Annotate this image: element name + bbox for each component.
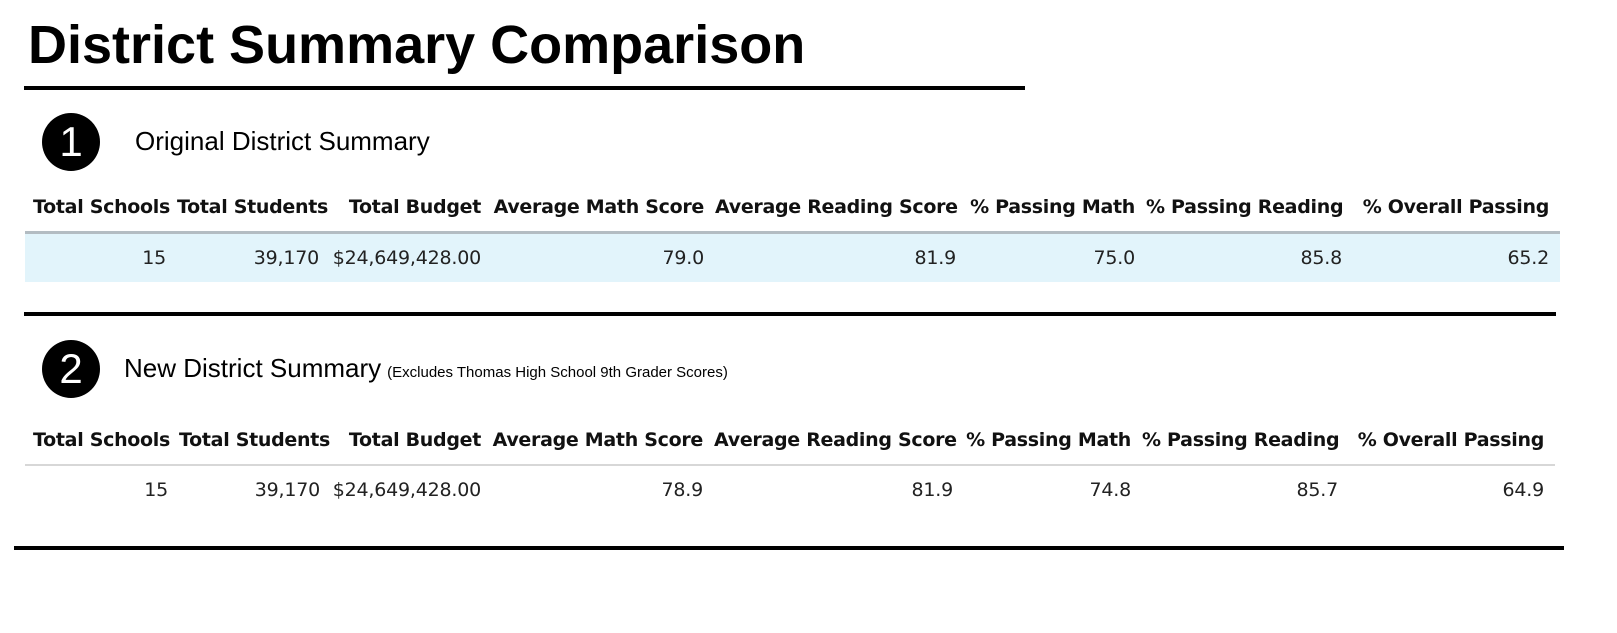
cell-passing-math: 74.8 bbox=[1089, 479, 1131, 501]
cell-average-math-score: 79.0 bbox=[662, 247, 704, 269]
cell-average-reading-score: 81.9 bbox=[911, 479, 953, 501]
column-header-average-math-score: Average Math Score bbox=[493, 196, 705, 218]
column-header-passing-reading: % Passing Reading bbox=[1146, 196, 1344, 218]
column-header-average-reading-score: Average Reading Score bbox=[714, 429, 957, 451]
section-1-title: Original District Summary bbox=[135, 126, 430, 156]
column-header-average-reading-score: Average Reading Score bbox=[715, 196, 958, 218]
column-header-total-students: Total Students bbox=[177, 196, 329, 218]
cell-passing-math: 75.0 bbox=[1093, 247, 1135, 269]
column-header-total-budget: Total Budget bbox=[348, 196, 481, 218]
section-2-title: New District Summary (Excludes Thomas Hig… bbox=[124, 353, 728, 388]
cell-passing-reading: 85.8 bbox=[1300, 247, 1342, 269]
column-header-total-students: Total Students bbox=[179, 429, 331, 451]
cell-passing-reading: 85.7 bbox=[1296, 479, 1338, 501]
column-header-total-schools: Total Schools bbox=[33, 196, 171, 218]
section-2-number-badge: 2 bbox=[42, 340, 100, 398]
cell-total-students: 39,170 bbox=[253, 247, 319, 269]
section-2-title-text: New District Summary bbox=[124, 353, 382, 383]
column-header-overall-passing: % Overall Passing bbox=[1362, 196, 1550, 218]
cell-average-reading-score: 81.9 bbox=[914, 247, 956, 269]
column-header-total-schools: Total Schools bbox=[33, 429, 171, 451]
cell-average-math-score: 78.9 bbox=[661, 479, 703, 501]
column-header-average-math-score: Average Math Score bbox=[492, 429, 704, 451]
section-2-note: (Excludes Thomas High School 9th Grader … bbox=[387, 364, 728, 381]
section-1-number-badge: 1 bbox=[42, 113, 100, 171]
table-row: 15 39,170 $24,649,428.00 79.0 81.9 75.0 … bbox=[25, 232, 1560, 282]
table-row: 15 39,170 $24,649,428.00 78.9 81.9 74.8 … bbox=[25, 465, 1555, 514]
cell-overall-passing: 65.2 bbox=[1507, 247, 1549, 269]
table-header-row: Total Schools Total Students Total Budge… bbox=[25, 416, 1555, 465]
column-header-passing-reading: % Passing Reading bbox=[1142, 429, 1340, 451]
section-1-title-text: Original District Summary bbox=[135, 126, 430, 156]
title-underline bbox=[24, 86, 1025, 90]
original-summary-table: Total Schools Total Students Total Budge… bbox=[25, 183, 1560, 282]
cell-total-schools: 15 bbox=[144, 479, 168, 501]
cell-total-schools: 15 bbox=[142, 247, 166, 269]
new-summary-table: Total Schools Total Students Total Budge… bbox=[25, 416, 1555, 514]
table-header-row: Total Schools Total Students Total Budge… bbox=[25, 183, 1560, 233]
column-header-passing-math: % Passing Math bbox=[966, 429, 1131, 451]
bottom-divider bbox=[14, 546, 1564, 550]
cell-overall-passing: 64.9 bbox=[1502, 479, 1544, 501]
column-header-overall-passing: % Overall Passing bbox=[1357, 429, 1545, 451]
cell-total-budget: $24,649,428.00 bbox=[332, 247, 481, 269]
column-header-total-budget: Total Budget bbox=[348, 429, 481, 451]
column-header-passing-math: % Passing Math bbox=[970, 196, 1135, 218]
page-title: District Summary Comparison bbox=[28, 15, 806, 75]
section-divider bbox=[24, 312, 1556, 316]
cell-total-budget: $24,649,428.00 bbox=[332, 479, 481, 501]
cell-total-students: 39,170 bbox=[254, 479, 320, 501]
